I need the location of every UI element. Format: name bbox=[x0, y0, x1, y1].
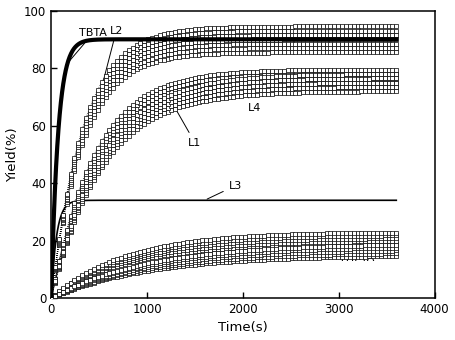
Text: L2: L2 bbox=[100, 26, 123, 94]
Text: THPTA: THPTA bbox=[339, 253, 374, 263]
Text: L4: L4 bbox=[244, 90, 261, 113]
Text: L1: L1 bbox=[167, 95, 202, 148]
Text: TBTA: TBTA bbox=[69, 29, 107, 61]
Text: L3: L3 bbox=[207, 181, 242, 199]
X-axis label: Time(s): Time(s) bbox=[218, 321, 268, 335]
Y-axis label: Yield(%): Yield(%) bbox=[5, 127, 19, 182]
